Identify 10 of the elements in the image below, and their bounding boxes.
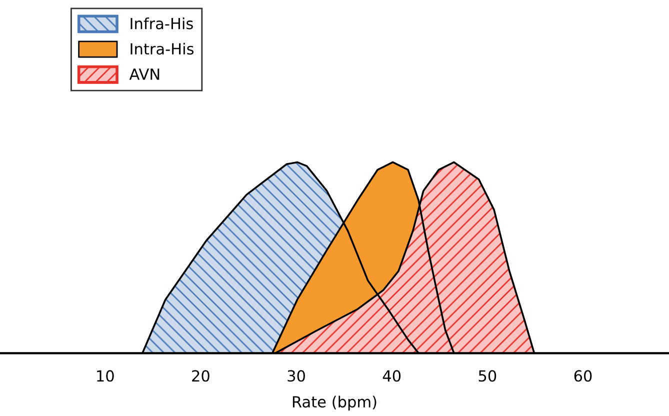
x-tick-label: 10 [97,370,114,382]
legend-label: Infra-His [130,17,193,30]
legend-label: Intra-His [130,42,194,55]
x-tick-label: 60 [574,370,592,382]
x-tick-label: 20 [192,370,210,382]
legend-label: AVN [129,68,160,80]
x-tick-label: 30 [288,370,305,382]
x-tick-label: 40 [382,370,401,382]
x-axis-title: Rate (bpm) [292,396,376,411]
x-tick-label: 50 [478,370,496,382]
